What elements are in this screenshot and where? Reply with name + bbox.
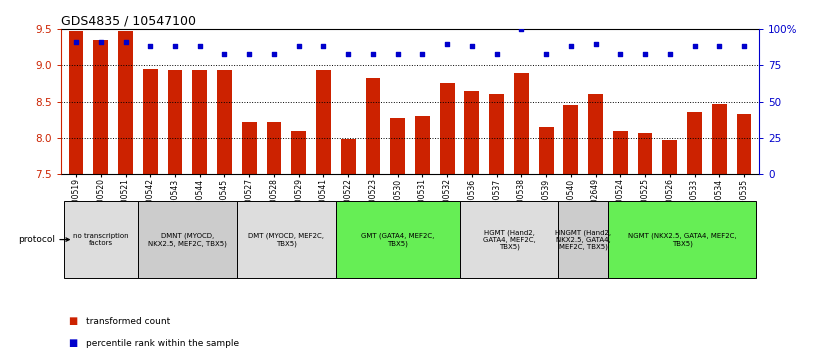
Bar — [514, 73, 529, 174]
Bar — [69, 31, 83, 174]
Point — [218, 51, 231, 57]
Point — [391, 51, 404, 57]
Bar — [390, 118, 405, 174]
Text: NGMT (NKX2.5, GATA4, MEF2C,
TBX5): NGMT (NKX2.5, GATA4, MEF2C, TBX5) — [628, 233, 737, 246]
Text: no transcription
factors: no transcription factors — [73, 233, 129, 246]
Point — [242, 51, 255, 57]
Bar — [93, 40, 109, 174]
Text: ■: ■ — [68, 316, 77, 326]
Bar — [316, 70, 330, 174]
Bar — [490, 94, 504, 174]
Point — [465, 44, 478, 49]
Point — [342, 51, 355, 57]
Bar — [217, 70, 232, 174]
Point — [688, 44, 701, 49]
Bar — [637, 133, 653, 174]
Point — [317, 44, 330, 49]
Bar — [167, 70, 183, 174]
Point — [144, 44, 157, 49]
Bar — [613, 131, 628, 174]
Bar — [563, 105, 579, 174]
Bar — [415, 116, 430, 174]
Point — [366, 51, 379, 57]
Text: ■: ■ — [68, 338, 77, 348]
Bar — [588, 94, 603, 174]
Bar — [242, 122, 257, 174]
Point — [416, 51, 429, 57]
Point — [490, 51, 503, 57]
Bar — [341, 139, 356, 174]
Point — [539, 51, 552, 57]
Point — [589, 41, 602, 46]
Text: DMT (MYOCD, MEF2C,
TBX5): DMT (MYOCD, MEF2C, TBX5) — [248, 233, 324, 246]
Bar — [663, 140, 677, 174]
Bar — [143, 69, 157, 174]
Point — [268, 51, 281, 57]
Point — [119, 39, 132, 45]
Bar — [366, 78, 380, 174]
Text: DMNT (MYOCD,
NKX2.5, MEF2C, TBX5): DMNT (MYOCD, NKX2.5, MEF2C, TBX5) — [148, 233, 227, 246]
Point — [712, 44, 725, 49]
Point — [515, 26, 528, 32]
Bar — [291, 131, 306, 174]
Point — [193, 44, 206, 49]
Point — [614, 51, 627, 57]
Point — [292, 44, 305, 49]
Point — [95, 39, 108, 45]
Point — [69, 39, 82, 45]
Text: HGMT (Hand2,
GATA4, MEF2C,
TBX5): HGMT (Hand2, GATA4, MEF2C, TBX5) — [482, 229, 535, 250]
Bar — [737, 114, 752, 174]
Bar — [118, 31, 133, 174]
Bar — [712, 104, 727, 174]
Bar — [687, 112, 702, 174]
Point — [168, 44, 181, 49]
Bar — [440, 83, 455, 174]
Text: percentile rank within the sample: percentile rank within the sample — [86, 339, 239, 347]
Point — [639, 51, 652, 57]
Text: protocol: protocol — [19, 235, 55, 244]
Bar — [464, 91, 479, 174]
Text: GDS4835 / 10547100: GDS4835 / 10547100 — [61, 15, 196, 28]
Point — [663, 51, 676, 57]
Text: transformed count: transformed count — [86, 317, 170, 326]
Text: HNGMT (Hand2,
NKX2.5, GATA4,
MEF2C, TBX5): HNGMT (Hand2, NKX2.5, GATA4, MEF2C, TBX5… — [555, 229, 611, 250]
Point — [565, 44, 578, 49]
Text: GMT (GATA4, MEF2C,
TBX5): GMT (GATA4, MEF2C, TBX5) — [361, 233, 434, 246]
Point — [738, 44, 751, 49]
Bar — [267, 122, 282, 174]
Point — [441, 41, 454, 46]
Bar — [193, 70, 207, 174]
Bar — [539, 127, 553, 174]
